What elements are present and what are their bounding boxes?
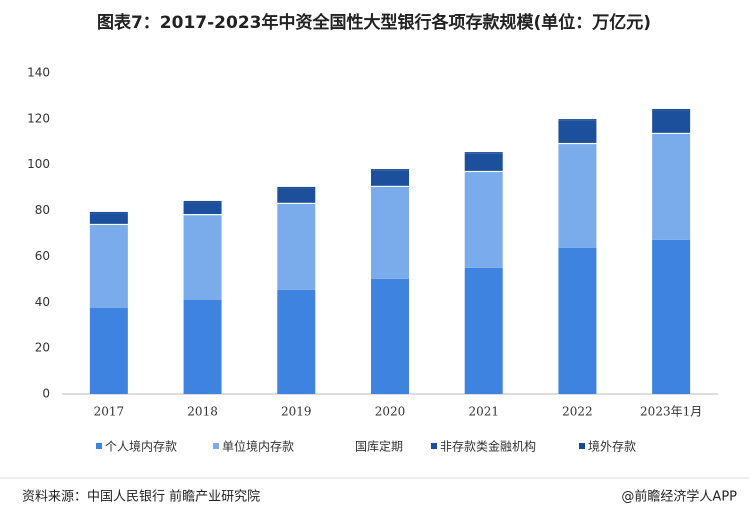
bar-segment (652, 110, 691, 133)
x-tick-label: 2021 (468, 405, 499, 419)
bar-segment (277, 203, 316, 290)
bar-segment (371, 185, 409, 187)
bar-segment (464, 267, 503, 394)
bar-segment (89, 225, 128, 309)
chart-title: 图表7：2017-2023年中资全国性大型银行各项存款规模(单位：万亿元) (97, 12, 651, 33)
y-tick-label: 60 (35, 249, 50, 263)
y-tick-label: 0 (42, 387, 50, 401)
bar-segment (89, 308, 128, 394)
bar-segment (89, 213, 128, 224)
bar-segment (464, 170, 503, 173)
bar-segment (89, 211, 128, 214)
bar-segment (277, 186, 316, 189)
bar-segment (183, 299, 222, 394)
bar-segment (183, 200, 222, 203)
bar-segment (371, 186, 409, 279)
bar-segment (652, 133, 691, 240)
legend-marker (213, 443, 219, 449)
x-tick-label: 2017 (94, 405, 125, 419)
bar-segment (652, 108, 691, 111)
y-tick-label: 20 (35, 341, 50, 355)
y-tick-label: 120 (27, 111, 50, 125)
bar-segment (277, 188, 316, 203)
bar-segment (89, 223, 128, 226)
y-tick-label: 100 (27, 157, 50, 171)
x-tick-label: 2023年1月 (640, 405, 702, 419)
x-tick-label: 2020 (375, 405, 406, 419)
legend-label: 境外存款 (588, 439, 636, 454)
legend-label: 非存款类金融机构 (440, 439, 536, 454)
bar-segment (371, 170, 409, 186)
y-tick-label: 80 (35, 203, 50, 217)
bar-segment (652, 239, 691, 394)
legend-label: 国库定期 (355, 439, 403, 454)
bar-segment (464, 152, 503, 154)
source: 资料来源：中国人民银行 前瞻产业研究院 (22, 489, 260, 505)
legend-marker (346, 443, 352, 449)
legend-label: 单位境内存款 (222, 439, 294, 454)
credit: @前瞻经济学人APP (621, 489, 737, 505)
bar-segment (464, 172, 503, 268)
bar-segment (277, 289, 316, 394)
bar-segment (183, 214, 222, 216)
bar-segment (558, 142, 597, 145)
bar-segment (558, 247, 597, 394)
bar-segment (558, 119, 597, 121)
bar-segment (464, 153, 503, 171)
bar-segment (652, 132, 691, 134)
bar-segment (371, 169, 409, 171)
bar-segment (183, 215, 222, 300)
x-tick-label: 2018 (187, 405, 218, 419)
x-tick-label: 2022 (562, 405, 593, 419)
y-tick-label: 40 (35, 295, 50, 309)
bar-segment (277, 202, 316, 204)
y-tick-label: 140 (27, 66, 50, 80)
bar-segment (183, 202, 222, 215)
bar-segment (558, 144, 597, 248)
legend-marker (431, 443, 437, 449)
legend-label: 个人境内存款 (105, 439, 177, 454)
bar-segment (371, 278, 409, 394)
x-tick-label: 2019 (281, 405, 312, 419)
legend-marker (96, 443, 102, 449)
legend-marker (579, 443, 585, 449)
bar-segment (558, 120, 597, 143)
